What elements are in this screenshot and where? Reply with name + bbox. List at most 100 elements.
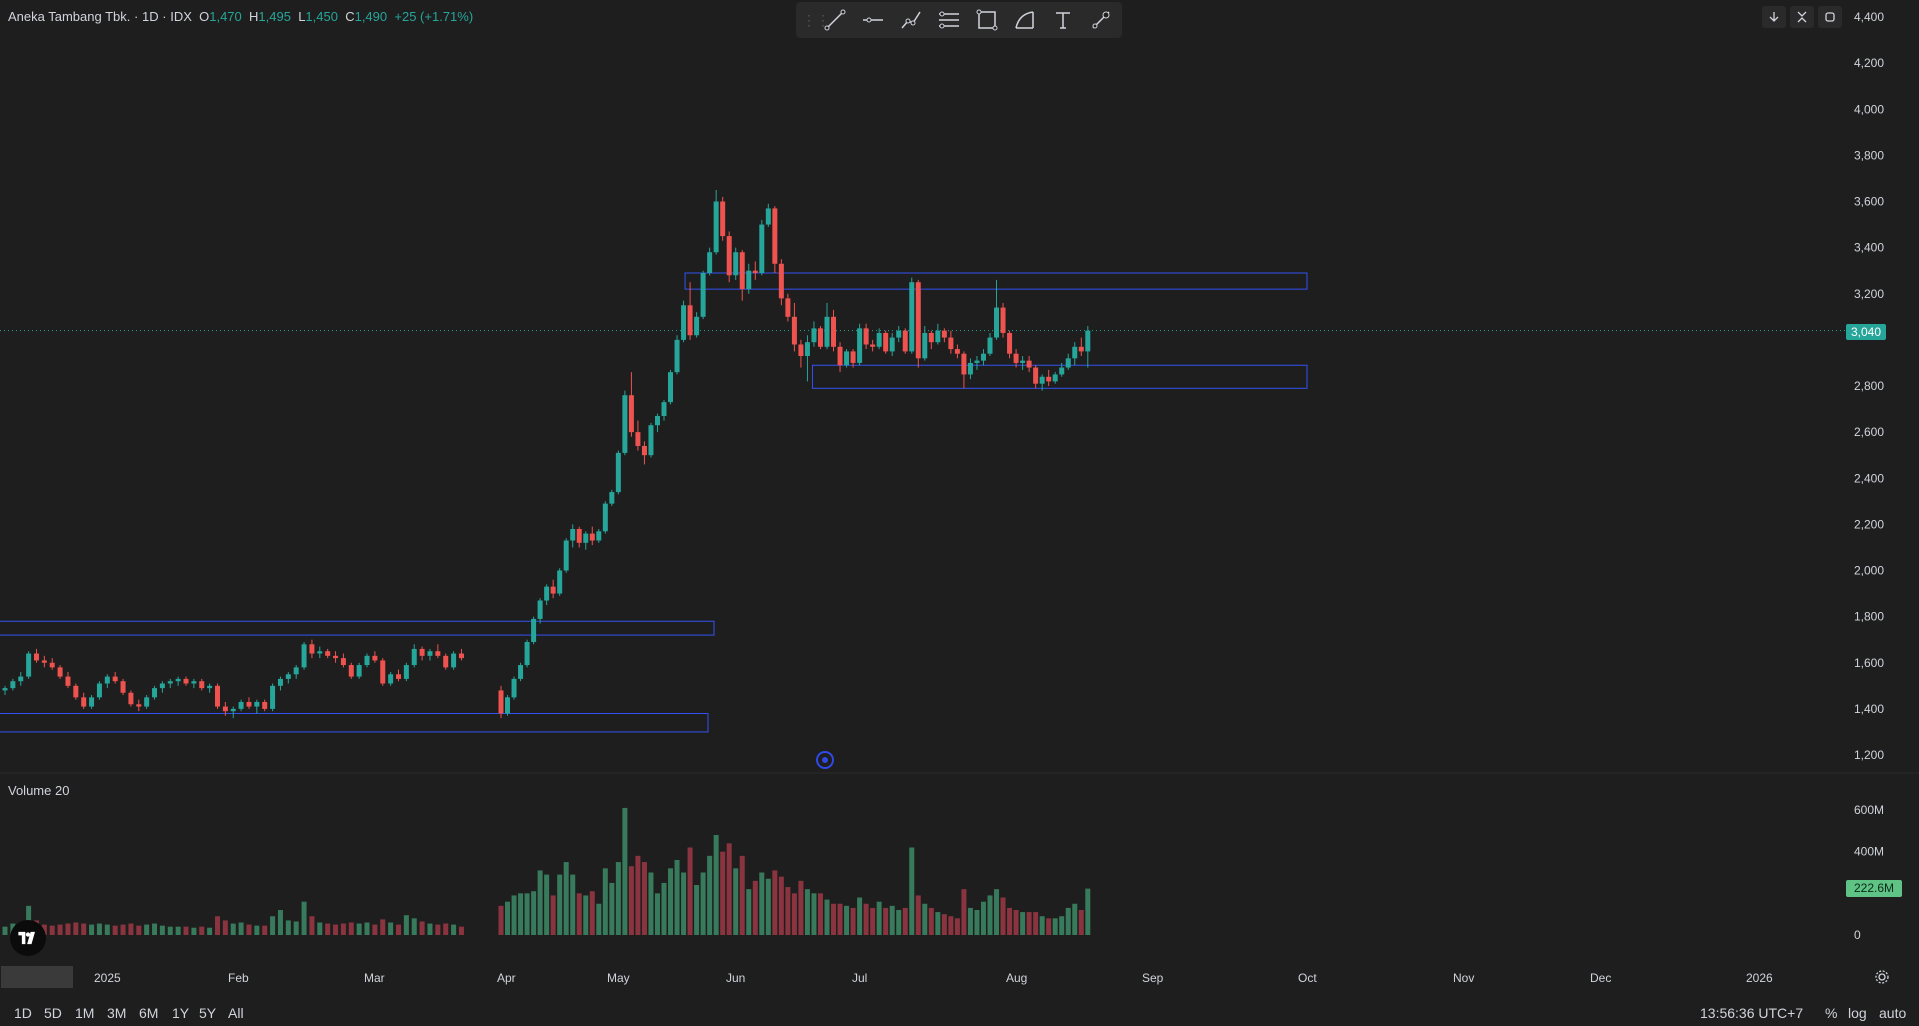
volume-bar bbox=[403, 915, 409, 935]
volume-bar bbox=[954, 918, 960, 935]
trend-line-icon[interactable] bbox=[816, 2, 854, 38]
range-all[interactable]: All bbox=[228, 1005, 244, 1021]
volume-bar bbox=[1033, 912, 1039, 935]
symbol-name[interactable]: Aneka Tambang Tbk. bbox=[8, 9, 131, 24]
volume-bar bbox=[317, 922, 323, 935]
volume-bar bbox=[837, 903, 843, 935]
clock-timezone[interactable]: 13:56:36 UTC+7 bbox=[1700, 1005, 1804, 1021]
candle-body bbox=[1065, 358, 1071, 368]
tradingview-logo-icon[interactable] bbox=[10, 920, 46, 956]
candle-body bbox=[33, 653, 39, 661]
volume-bar bbox=[622, 807, 628, 935]
candle-body bbox=[896, 330, 902, 338]
candle-body bbox=[635, 432, 641, 446]
candle-body bbox=[713, 201, 719, 253]
settings-gear-icon[interactable] bbox=[1874, 969, 1890, 985]
candle-body bbox=[403, 665, 409, 679]
candle-body bbox=[1059, 367, 1065, 375]
volume-bar bbox=[896, 910, 902, 935]
candle-body bbox=[974, 360, 980, 363]
range-1d[interactable]: 1D bbox=[14, 1005, 32, 1021]
volume-axis-label: 0 bbox=[1854, 928, 1861, 942]
volume-bar bbox=[531, 891, 537, 935]
volume-bar bbox=[935, 912, 941, 935]
candle-body bbox=[18, 676, 24, 682]
candle-body bbox=[954, 349, 960, 354]
volume-bar bbox=[1013, 910, 1019, 935]
log-toggle[interactable]: log bbox=[1848, 1005, 1867, 1021]
range-1y[interactable]: 1Y bbox=[172, 1005, 190, 1021]
restore-icon[interactable] bbox=[1818, 6, 1842, 28]
candle-body bbox=[388, 674, 394, 684]
price-axis-label: 3,200 bbox=[1854, 287, 1884, 301]
range-3m[interactable]: 3M bbox=[107, 1005, 127, 1021]
volume-bar bbox=[199, 926, 205, 935]
parallel-channel-icon[interactable] bbox=[930, 2, 968, 38]
symbol-legend: Aneka Tambang Tbk. · 1D · IDX O1,470 H1,… bbox=[8, 9, 473, 24]
volume-bar bbox=[707, 855, 713, 935]
candle-body bbox=[733, 252, 739, 276]
candle-body bbox=[531, 618, 537, 642]
candle-body bbox=[317, 651, 323, 654]
candle-body bbox=[883, 332, 889, 352]
volume-pane-title: Volume 20 bbox=[8, 783, 70, 798]
candle-body bbox=[309, 644, 315, 654]
candle-body bbox=[550, 586, 556, 594]
candle-body bbox=[89, 697, 95, 707]
volume-bar bbox=[974, 910, 980, 935]
volume-bar bbox=[1039, 916, 1045, 935]
volume-bar bbox=[700, 872, 706, 935]
candle-body bbox=[668, 372, 674, 403]
volume-bar bbox=[863, 903, 869, 935]
low-value: 1,450 bbox=[305, 9, 338, 24]
high-value: 1,495 bbox=[258, 9, 291, 24]
range-5y[interactable]: 5Y bbox=[199, 1005, 217, 1021]
candle-body bbox=[81, 697, 87, 707]
volume-bar bbox=[641, 862, 647, 935]
drag-handle-icon[interactable]: ⋮⋮ bbox=[802, 11, 830, 28]
volume-bar bbox=[120, 924, 126, 935]
volume-bar bbox=[1059, 916, 1065, 935]
price-axis-label: 2,000 bbox=[1854, 564, 1884, 578]
rectangle-icon[interactable] bbox=[968, 2, 1006, 38]
range-5d[interactable]: 5D bbox=[44, 1005, 62, 1021]
collapse-icon[interactable] bbox=[1790, 6, 1814, 28]
candle-body bbox=[1046, 376, 1052, 382]
price-axis-label: 1,200 bbox=[1854, 748, 1884, 762]
volume-bar bbox=[654, 893, 660, 935]
candle-body bbox=[785, 298, 791, 317]
curve-icon[interactable] bbox=[1006, 2, 1044, 38]
price-axis-label: 3,600 bbox=[1854, 195, 1884, 209]
candle-body bbox=[1020, 360, 1026, 363]
text-icon[interactable] bbox=[1044, 2, 1082, 38]
path-icon[interactable] bbox=[892, 2, 930, 38]
percent-toggle[interactable]: % bbox=[1825, 1005, 1838, 1021]
volume-bar bbox=[511, 895, 517, 935]
download-icon[interactable] bbox=[1762, 6, 1786, 28]
auto-toggle[interactable]: auto bbox=[1879, 1005, 1907, 1021]
volume-bar bbox=[583, 895, 589, 935]
horizontal-line-icon[interactable] bbox=[854, 2, 892, 38]
range-1m[interactable]: 1M bbox=[75, 1005, 95, 1021]
volume-bar bbox=[668, 868, 674, 935]
candle-body bbox=[752, 270, 758, 273]
volume-bar bbox=[635, 855, 641, 935]
volume-bar bbox=[804, 889, 810, 935]
volume-bar bbox=[857, 897, 863, 935]
volume-bar bbox=[824, 899, 830, 935]
candle-body bbox=[1033, 367, 1039, 384]
price-axis-label: 1,600 bbox=[1854, 656, 1884, 670]
volume-bar bbox=[628, 866, 634, 935]
price-axis-label: 2,200 bbox=[1854, 517, 1884, 531]
price-axis-label: 2,400 bbox=[1854, 471, 1884, 485]
range-6m[interactable]: 6M bbox=[139, 1005, 159, 1021]
candle-body bbox=[73, 685, 79, 698]
event-marker-icon[interactable] bbox=[815, 750, 835, 770]
volume-bar bbox=[325, 923, 331, 935]
drawing-toolbar: ⋮⋮ bbox=[796, 2, 1122, 38]
volume-bar bbox=[987, 895, 993, 935]
candle-body bbox=[850, 351, 856, 363]
candle-body bbox=[277, 678, 283, 686]
measure-icon[interactable] bbox=[1082, 2, 1120, 38]
